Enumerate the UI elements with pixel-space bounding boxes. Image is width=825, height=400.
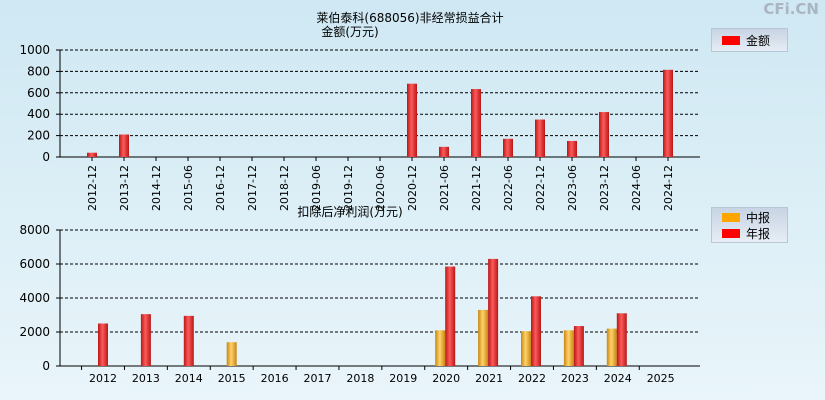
chart1-xtick-label: 2020-06	[374, 165, 387, 211]
legend-label-annual: 年报	[746, 226, 771, 241]
chart1-ytick-label: 1000	[19, 43, 50, 57]
legend-item-annual: 年报	[712, 225, 787, 241]
chart1-xtick-label: 2019-12	[342, 165, 355, 211]
chart2-xtick-label: 2020	[432, 372, 460, 385]
chart2-ytick-label: 4000	[19, 291, 50, 305]
chart1-ytick-label: 0	[42, 150, 50, 164]
legend-label-interim: 中报	[746, 210, 771, 225]
chart2-xtick-label: 2023	[561, 372, 589, 385]
chart2-bar-annual	[616, 313, 627, 366]
chart1-xtick-label: 2023-12	[598, 165, 611, 211]
chart2-xtick-label: 2018	[346, 372, 374, 385]
chart1-xtick-label: 2017-12	[246, 165, 259, 211]
legend-item-amount: 金额	[712, 29, 787, 51]
legend-item-interim: 中报	[712, 209, 787, 225]
chart2-ytick-label: 6000	[19, 257, 50, 271]
chart2-bar-interim	[563, 330, 574, 366]
chart1-xtick-label: 2019-06	[310, 165, 323, 211]
chart2-bar-interim	[606, 328, 617, 366]
chart2-xtick-label: 2017	[304, 372, 332, 385]
chart1-xtick-label: 2018-12	[278, 165, 291, 211]
chart1-bar	[407, 83, 417, 157]
chart1-xtick-label: 2024-12	[662, 165, 675, 211]
chart1-ytick-label: 200	[27, 129, 50, 143]
chart2-bar-annual	[531, 296, 541, 366]
chart2-ytick-label: 0	[42, 359, 50, 373]
chart2-bar-annual	[445, 266, 456, 366]
chart2-xtick-label: 2021	[475, 372, 503, 385]
chart1-bar	[503, 138, 513, 157]
watermark: CFi.CN	[763, 0, 819, 18]
chart2-xtick-label: 2019	[389, 372, 417, 385]
chart2-bar-annual	[573, 326, 584, 366]
chart1-bar	[87, 152, 97, 157]
chart2-xtick-label: 2022	[518, 372, 546, 385]
chart2-bar-interim	[435, 330, 446, 366]
chart1-xtick-label: 2022-12	[534, 165, 547, 211]
chart2-xtick-label: 2012	[89, 372, 117, 385]
chart1-bar	[535, 119, 545, 157]
chart1-xtick-label: 2012-12	[86, 165, 99, 211]
legend-label-amount: 金额	[746, 33, 771, 48]
chart1-bar	[439, 146, 449, 157]
chart2-bar-annual	[98, 323, 108, 366]
chart1-xtick-label: 2013-12	[118, 165, 131, 211]
legend-bottom: 中报 年报	[711, 207, 788, 243]
chart1-bar	[599, 112, 609, 157]
legend-top: 金额	[711, 28, 788, 52]
legend-swatch-interim	[722, 212, 740, 222]
chart1-ylabel: 金额(万元)	[321, 24, 378, 39]
chart2-bar-annual	[488, 258, 499, 366]
chart2-bar-interim	[226, 342, 237, 366]
chart2-xtick-label: 2014	[175, 372, 203, 385]
chart2-xtick-label: 2025	[647, 372, 675, 385]
chart2-bar-interim	[478, 309, 489, 366]
chart2-bar-interim	[521, 331, 531, 366]
chart1-xtick-label: 2016-12	[214, 165, 227, 211]
chart1-xtick-label: 2022-06	[502, 165, 515, 211]
chart2-xtick-label: 2016	[261, 372, 289, 385]
chart1-xtick-label: 2021-12	[470, 165, 483, 211]
chart1-ytick-label: 800	[27, 64, 50, 78]
chart2-ytick-label: 2000	[19, 325, 50, 339]
chart1-xtick-label: 2023-06	[566, 165, 579, 211]
chart2-xtick-label: 2024	[604, 372, 632, 385]
chart1-ytick-label: 600	[27, 86, 50, 100]
chart1-bar	[471, 89, 481, 157]
legend-swatch-amount	[722, 35, 740, 45]
chart1-xtick-label: 2024-06	[630, 165, 643, 211]
chart1-title: 莱伯泰科(688056)非经常损益合计	[316, 10, 503, 25]
legend-swatch-annual	[722, 228, 740, 238]
chart2-bar-annual	[140, 314, 151, 366]
chart2-title: 扣除后净利润(万元)	[297, 204, 402, 219]
chart1-xtick-label: 2015-06	[182, 165, 195, 211]
chart2-xtick-label: 2013	[132, 372, 160, 385]
chart1-bar	[567, 140, 577, 157]
chart1-xtick-label: 2020-12	[406, 165, 419, 211]
chart1-ytick-label: 400	[27, 107, 50, 121]
chart2-ytick-label: 8000	[19, 223, 50, 237]
chart1-bar	[119, 134, 129, 157]
chart1-bar	[663, 69, 673, 157]
chart1-xtick-label: 2014-12	[150, 165, 163, 211]
chart1-xtick-label: 2021-06	[438, 165, 451, 211]
chart2-bar-annual	[183, 315, 194, 366]
chart2-xtick-label: 2015	[218, 372, 246, 385]
